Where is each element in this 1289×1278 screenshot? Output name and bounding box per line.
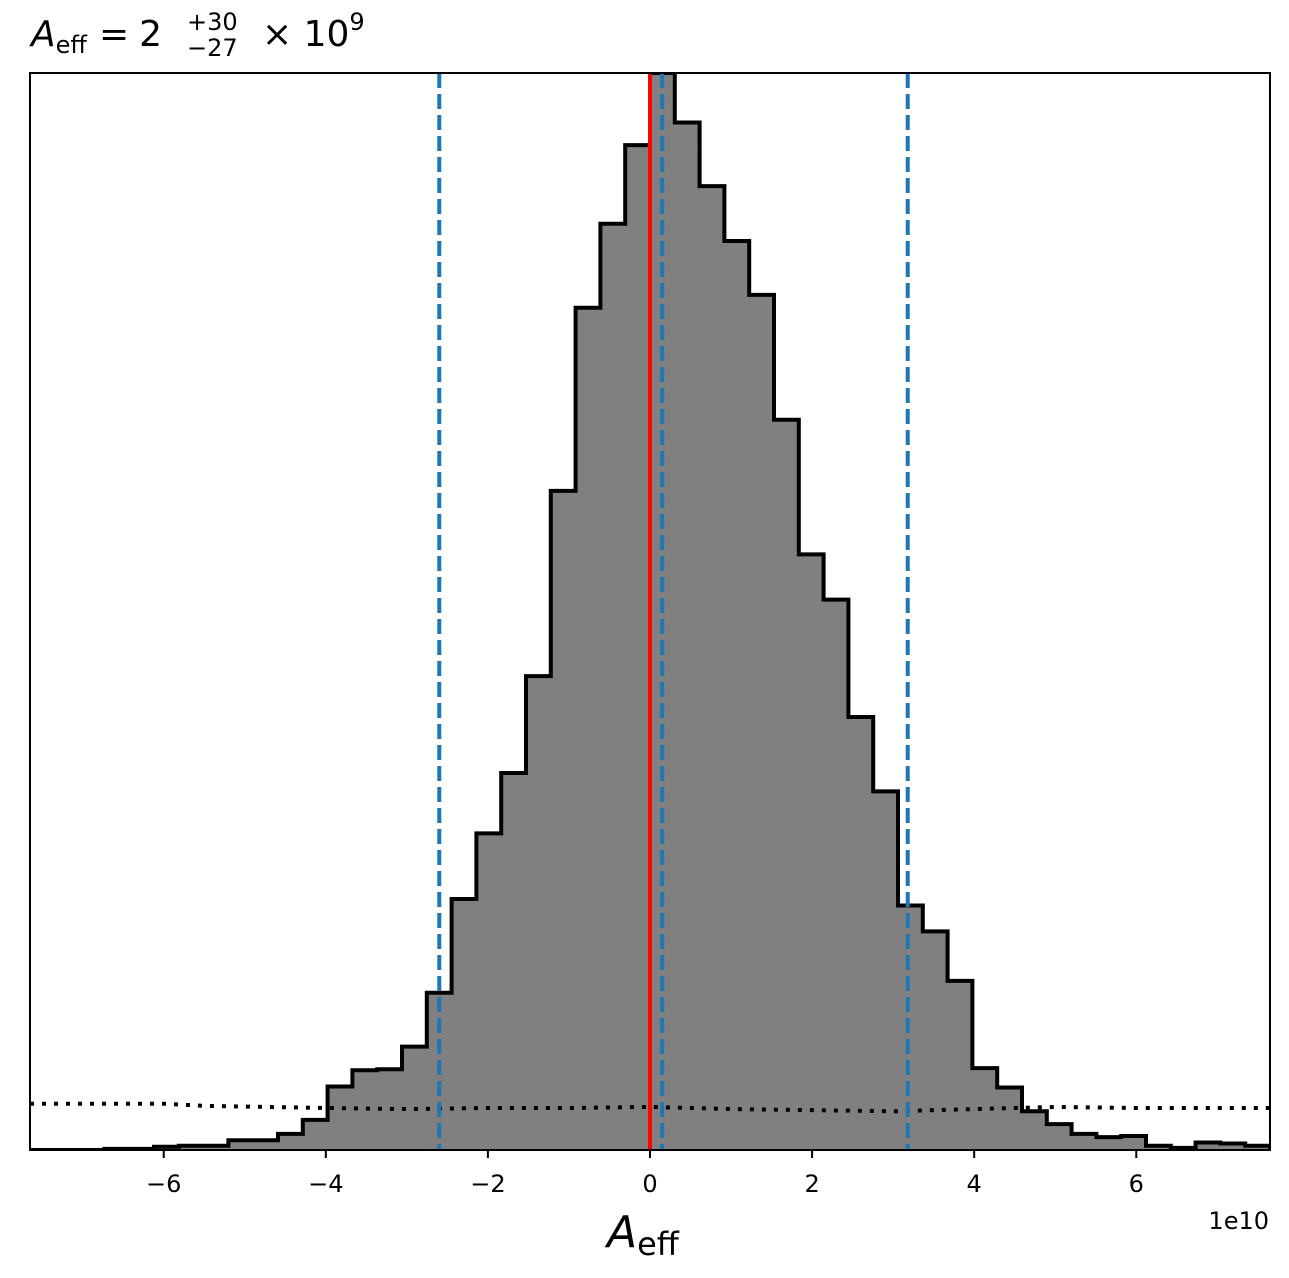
histogram-bar (1195, 1142, 1221, 1150)
histogram-bar (575, 307, 601, 1150)
x-tick-label: −4 (308, 1170, 343, 1198)
histogram-bar (1022, 1111, 1048, 1150)
histogram-bar (451, 899, 477, 1150)
x-tick-label: −6 (146, 1170, 181, 1198)
x-offset-text: 1e10 (1208, 1207, 1269, 1235)
histogram-bar (699, 186, 725, 1150)
histogram-bar (501, 773, 527, 1150)
histogram-bar (228, 1140, 254, 1150)
title-exponent: 9 (349, 8, 364, 36)
histogram-bar (1096, 1137, 1122, 1150)
title-symbol: A (29, 14, 56, 55)
histogram-bar (476, 833, 502, 1150)
histogram-bar (922, 931, 949, 1150)
title-times-ten: × 109 (262, 8, 365, 55)
title-value: 2 (139, 14, 162, 55)
histogram-bars (104, 73, 1270, 1150)
x-axis-label-sub: eff (637, 1225, 680, 1263)
histogram-bar (625, 145, 651, 1150)
histogram-bar (203, 1145, 229, 1150)
x-tick-label: 6 (1129, 1170, 1144, 1198)
histogram-bar (253, 1140, 279, 1150)
histogram-bar (178, 1145, 205, 1150)
histogram-bar (1146, 1145, 1172, 1150)
histogram-bar (302, 1119, 329, 1150)
title-upper-error: +30 (187, 8, 238, 36)
prior-dotted-line (30, 1101, 1270, 1114)
histogram-bar (1245, 1145, 1270, 1150)
histogram-bar (600, 223, 626, 1150)
histogram-bar (674, 122, 701, 1150)
x-tick-label: 4 (967, 1170, 982, 1198)
histogram-bar (798, 554, 825, 1150)
title-equals: = (99, 14, 129, 55)
x-tick-label: 0 (642, 1170, 657, 1198)
histogram-bar (402, 1046, 428, 1150)
histogram-bar (1071, 1133, 1097, 1150)
histogram-bar (1121, 1135, 1147, 1150)
histogram-bar (898, 905, 924, 1150)
x-axis-label: Aeff (604, 1207, 680, 1263)
x-ticks: −6 −4 −2 0 2 4 6 (146, 1150, 1144, 1198)
histogram-bar (1046, 1124, 1073, 1150)
histogram-bar (848, 717, 874, 1150)
x-tick-label: −2 (470, 1170, 505, 1198)
title-symbol-sub: eff (56, 31, 88, 59)
x-axis-label-symbol: A (604, 1207, 637, 1258)
credible-interval-lines (437, 73, 910, 1150)
histogram-bar (774, 419, 800, 1150)
histogram-bar (526, 676, 552, 1150)
x-tick-label: 2 (804, 1170, 819, 1198)
title-times: × 10 (262, 14, 349, 55)
histogram-bar (278, 1133, 304, 1150)
histogram-bar (550, 490, 577, 1150)
histogram-bar (997, 1087, 1023, 1150)
plot-area (30, 73, 1270, 1150)
histogram-bar (823, 599, 849, 1150)
histogram-outline (30, 73, 1270, 1150)
histogram-bar (724, 241, 750, 1150)
title-lower-error: −27 (187, 34, 238, 62)
histogram-bar (1220, 1143, 1246, 1150)
histogram-bar (749, 294, 775, 1150)
histogram-bar (873, 791, 899, 1150)
chart-title: Aeff = 2 (29, 14, 162, 59)
histogram-bar (327, 1086, 353, 1150)
histogram-bar (947, 980, 973, 1150)
histogram-bar (972, 1068, 998, 1150)
